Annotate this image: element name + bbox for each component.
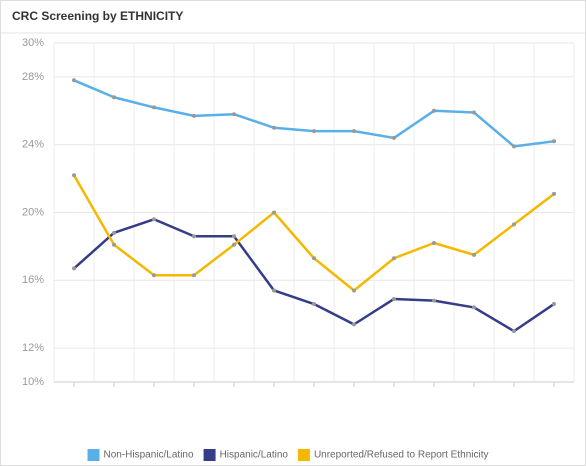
point [192,234,196,239]
point [432,241,436,246]
y-tick-label: 12% [22,342,44,354]
point [352,129,356,134]
point [312,302,316,307]
point [512,144,516,149]
point [352,322,356,327]
legend-item: Unreported/Refused to Report Ethnicity [297,449,489,461]
point [432,108,436,113]
legend-swatch [203,449,216,461]
point [312,256,316,261]
legend-swatch [87,449,100,461]
y-tick-label: 20% [22,206,44,218]
legend-item: Hispanic/Latino [203,449,289,461]
point [312,129,316,134]
point [72,78,76,83]
y-tick-label: 28% [22,71,44,83]
point [552,302,556,307]
point [352,288,356,293]
legend-label: Unreported/Refused to Report Ethnicity [314,450,489,461]
legend-label: Non-Hispanic/Latino [104,450,194,461]
point [152,273,156,278]
point [432,298,436,303]
point [72,173,76,178]
y-tick-label: 30% [22,37,44,49]
point [112,95,116,100]
point [472,110,476,115]
point [392,296,396,301]
point [512,329,516,334]
point [112,230,116,235]
y-tick-label: 10% [22,376,44,388]
point [392,135,396,140]
point [552,139,556,144]
point [192,113,196,118]
point [472,252,476,257]
chart-title: CRC Screening by ETHNICITY [12,9,183,23]
y-tick-label: 24% [22,139,44,151]
point [272,288,276,293]
point [72,266,76,271]
point [392,256,396,261]
point [272,125,276,130]
y-tick-label: 16% [22,274,44,286]
legend-swatch [297,449,310,461]
point [152,217,156,222]
point [232,242,236,247]
point [232,112,236,117]
legend-item: Non-Hispanic/Latino [87,449,194,461]
point [552,191,556,196]
point [152,105,156,110]
point [272,210,276,215]
point [112,242,116,247]
point [512,222,516,227]
point [232,234,236,239]
point [472,305,476,310]
point [192,273,196,278]
legend-label: Hispanic/Latino [220,450,289,461]
